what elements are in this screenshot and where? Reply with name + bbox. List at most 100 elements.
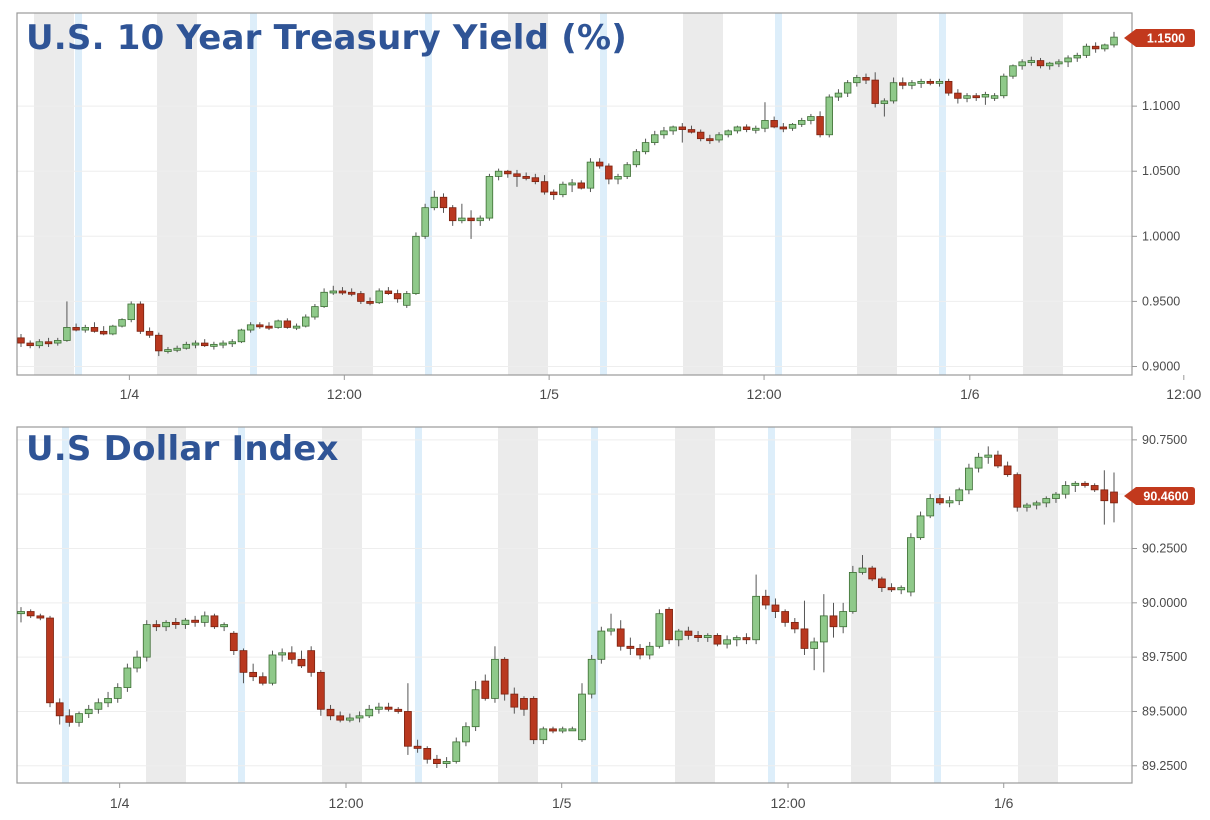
yield-candle-body — [1110, 36, 1118, 46]
yield-candle — [329, 285, 337, 295]
yield-candle-body — [283, 320, 292, 328]
yield-candle-body — [384, 290, 393, 294]
dxy-candle-body — [916, 515, 925, 539]
dxy-candle-body — [607, 628, 615, 632]
dxy-candle-body — [510, 693, 519, 708]
dxy-candle-body — [1042, 498, 1051, 504]
yield-candle — [568, 179, 576, 193]
yield-candle — [871, 72, 879, 108]
yield-candle — [908, 80, 916, 90]
yield-candle — [577, 180, 585, 190]
dxy-candle-body — [46, 617, 54, 704]
yield-session-band — [157, 13, 197, 375]
dxy-candle — [442, 757, 451, 768]
yield-candle — [237, 328, 246, 344]
dxy-candle — [597, 626, 606, 664]
dxy-candle-body — [984, 454, 993, 458]
dxy-candle-body — [394, 708, 403, 712]
yield-candle-body — [63, 327, 71, 341]
dxy-candle — [491, 646, 499, 703]
dxy-candle — [877, 576, 886, 592]
dxy-candle — [1052, 492, 1060, 503]
dxy-candle — [326, 704, 335, 721]
yield-candle-body — [1045, 62, 1054, 67]
yield-candle-body — [302, 316, 310, 327]
yield-candle-body — [641, 142, 650, 153]
dxy-candle-body — [433, 758, 441, 765]
dxy-candle-body — [684, 630, 693, 636]
yield-candle — [366, 297, 374, 306]
dxy-candle-body — [307, 650, 316, 673]
dxy-candle-body — [191, 619, 199, 623]
yield-candle — [219, 340, 227, 349]
yield-candle-body — [72, 327, 80, 331]
dxy-last-price-value: 90.4600 — [1143, 490, 1188, 504]
dxy-candle-body — [229, 632, 238, 652]
yield-candle — [660, 126, 668, 139]
yield-candle — [614, 173, 622, 185]
dxy-candle — [423, 746, 432, 764]
dxy-candle-body — [974, 456, 983, 469]
yield-candle-body — [798, 120, 806, 125]
yield-candle — [706, 134, 714, 144]
dxy-candle-body — [645, 645, 654, 656]
yield-candle — [623, 162, 631, 180]
yield-candle-body — [430, 196, 439, 209]
yield-session-band — [857, 13, 897, 375]
yield-xtick-label: 12:00 — [1166, 386, 1201, 402]
yield-candle-body — [54, 340, 62, 344]
dxy-candle — [404, 683, 412, 755]
dxy-candle-body — [113, 687, 122, 699]
dxy-candle-body — [55, 702, 64, 717]
yield-candle — [302, 314, 310, 328]
dxy-candle — [258, 672, 267, 686]
yield-candle — [136, 301, 145, 334]
yield-candle — [963, 93, 971, 103]
yield-candle-body — [219, 342, 227, 346]
dxy-candle-body — [936, 498, 944, 504]
dxy-candle — [965, 463, 973, 495]
yield-candle — [651, 130, 659, 146]
yield-candle-body — [256, 324, 264, 328]
dxy-candle-body — [336, 715, 345, 721]
dxy-candle-body — [877, 578, 886, 589]
dxy-candle — [558, 726, 567, 734]
yield-candle — [430, 190, 439, 211]
yield-candle-body — [164, 349, 172, 352]
dxy-candle-body — [771, 604, 780, 612]
yield-candle — [917, 78, 925, 88]
dxy-candle — [810, 637, 819, 671]
dxy-candle — [781, 609, 790, 627]
yield-candle-body — [375, 290, 383, 304]
dxy-candle-body — [94, 702, 103, 710]
dxy-candle — [452, 737, 461, 764]
dxy-xtick-label: 1/5 — [552, 795, 572, 811]
dxy-candle — [55, 698, 64, 725]
yield-candle-body — [90, 327, 99, 332]
dxy-candle-body — [1090, 485, 1099, 491]
dxy-candle-body — [616, 628, 625, 647]
dxy-candle — [1013, 472, 1022, 512]
yield-candle-body — [595, 161, 604, 167]
dxy-candle — [800, 600, 809, 655]
yield-candle — [63, 301, 71, 342]
dxy-candle-body — [287, 652, 296, 660]
yield-candle — [403, 290, 411, 308]
dxy-candle — [607, 613, 615, 636]
yield-candle — [182, 341, 191, 350]
dxy-candle-body — [752, 595, 760, 641]
dxy-candle — [75, 711, 83, 727]
yield-candle-body — [237, 329, 246, 343]
dxy-candle — [239, 648, 248, 684]
yield-candle-body — [200, 342, 209, 347]
dxy-plot-frame — [16, 426, 1133, 784]
dxy-candle-body — [674, 630, 683, 641]
dxy-candle-body — [539, 728, 548, 741]
yield-candle-body — [577, 182, 585, 189]
yield-candle-body — [412, 235, 420, 294]
dxy-candle — [829, 602, 838, 638]
dxy-candle — [171, 618, 180, 629]
dxy-candle — [858, 555, 867, 575]
yield-candle-body — [127, 303, 135, 321]
dxy-candle — [819, 594, 828, 673]
